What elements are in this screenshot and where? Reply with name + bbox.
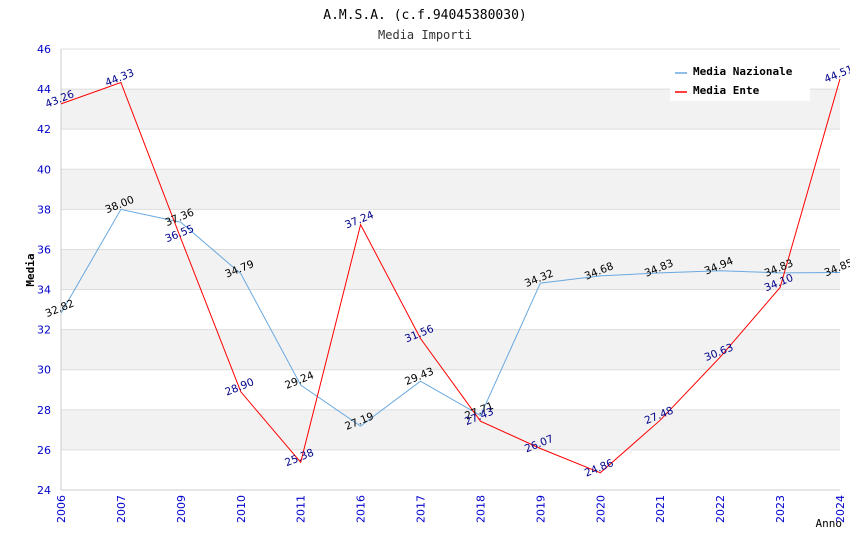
x-tick-label: 2023: [774, 495, 787, 523]
x-tick-label: 2009: [175, 495, 188, 523]
series-lines: [60, 78, 841, 474]
grid-band: [61, 329, 840, 370]
y-tick-label: 46: [37, 43, 51, 56]
x-tick-label: 2006: [55, 495, 68, 523]
data-label: 32.82: [44, 298, 76, 320]
y-axis-title: Media: [24, 253, 37, 286]
data-label: 24.86: [583, 457, 616, 480]
y-tick-label: 36: [37, 243, 51, 256]
y-tick-label: 38: [37, 203, 51, 216]
data-label: 44.51: [823, 63, 850, 85]
x-tick-label: 2017: [415, 495, 428, 523]
y-tick-label: 30: [37, 364, 51, 377]
series-line-media-ente: [60, 78, 841, 474]
grid-band: [61, 169, 840, 210]
x-tick-label: 2022: [714, 495, 727, 523]
chart-title: A.M.S.A. (c.f.94045380030): [323, 8, 527, 23]
x-axis-ticks: 2006 2007 2009 2010 2011 2016 2017 2018 2019 2020…: [55, 495, 847, 523]
x-tick-label: 2024: [834, 495, 847, 523]
y-tick-label: 28: [37, 404, 51, 417]
x-tick-label: 2020: [594, 495, 607, 523]
series-line-media-nazionale: [60, 208, 841, 427]
x-axis-title: Anno: [816, 517, 843, 530]
x-tick-label: 2021: [654, 495, 667, 523]
data-label: 29.24: [283, 369, 316, 392]
x-tick-label: 2019: [534, 495, 547, 523]
x-tick-label: 2011: [295, 495, 308, 523]
y-tick-label: 24: [37, 484, 51, 497]
legend-label-media-nazionale: Media Nazionale: [693, 65, 793, 78]
grid-lines: [61, 48, 840, 491]
grid-band: [61, 249, 840, 290]
x-tick-label: 2007: [115, 495, 128, 523]
plot-bands: [61, 89, 840, 450]
y-tick-label: 34: [37, 284, 51, 297]
data-label: 44.33: [104, 67, 136, 89]
grid-band: [61, 409, 840, 450]
legend-label-media-ente: Media Ente: [693, 84, 760, 97]
legend-box: [670, 59, 810, 101]
y-tick-label: 40: [37, 163, 51, 176]
x-tick-label: 2016: [355, 495, 368, 523]
chart-subtitle: Media Importi: [378, 28, 472, 42]
y-tick-label: 26: [37, 444, 51, 457]
x-tick-label: 2018: [474, 495, 487, 523]
y-tick-label: 42: [37, 123, 51, 136]
x-tick-label: 2010: [235, 495, 248, 523]
y-axis-ticks: 24 26 28 30 32 34 36 38 40 42 44 46: [37, 43, 51, 497]
y-tick-label: 32: [37, 324, 51, 337]
data-label: 28.90: [223, 376, 255, 398]
y-tick-label: 44: [37, 83, 51, 96]
legend: Media Nazionale Media Ente: [670, 59, 810, 101]
